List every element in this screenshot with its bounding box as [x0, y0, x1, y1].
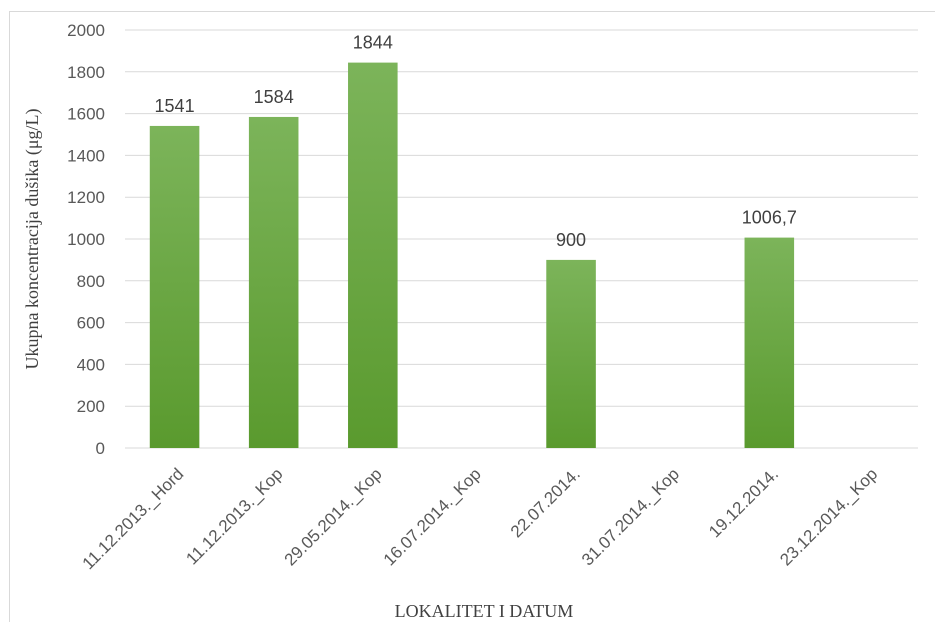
data-label: 1006,7	[742, 208, 797, 228]
y-tick-label: 1800	[67, 63, 105, 82]
y-tick-label: 1400	[67, 146, 105, 165]
y-tick-label: 800	[77, 272, 105, 291]
y-tick-label: 600	[77, 314, 105, 333]
x-tick-label: 22.07.2014.	[507, 464, 584, 541]
bar	[149, 125, 200, 448]
data-label: 1541	[155, 96, 195, 116]
bar	[348, 62, 398, 448]
x-tick-label: 11.12.2013._Kop	[182, 464, 286, 568]
y-tick-label: 400	[77, 355, 105, 374]
bar	[248, 116, 299, 448]
x-tick-label: 19.12.2014.	[705, 464, 782, 541]
x-tick-label: 11.12.2013._Hord	[79, 464, 188, 573]
data-label: 1844	[353, 33, 393, 53]
x-tick-label: 23.12.2014._Kop	[776, 464, 881, 569]
y-tick-label: 200	[77, 397, 105, 416]
data-label: 1584	[254, 87, 294, 107]
y-tick-label: 1600	[67, 105, 105, 124]
y-tick-label: 0	[96, 439, 105, 458]
y-tick-label: 1000	[67, 230, 105, 249]
bar	[744, 237, 795, 448]
y-tick-label: 2000	[67, 21, 105, 40]
y-tick-label: 1200	[67, 188, 105, 207]
x-tick-label: 16.07.2014._Kop	[380, 464, 485, 569]
data-label: 900	[556, 230, 586, 250]
y-axis-title: Ukupna koncentracija dušika (μg/L)	[22, 108, 43, 369]
bar	[546, 259, 596, 448]
x-tick-label: 31.07.2014._Kop	[578, 464, 683, 569]
x-tick-label: 29.05.2014._Kop	[281, 464, 386, 569]
chart-frame	[9, 11, 935, 622]
x-axis-title: LOKALITET I DATUM	[395, 601, 574, 621]
